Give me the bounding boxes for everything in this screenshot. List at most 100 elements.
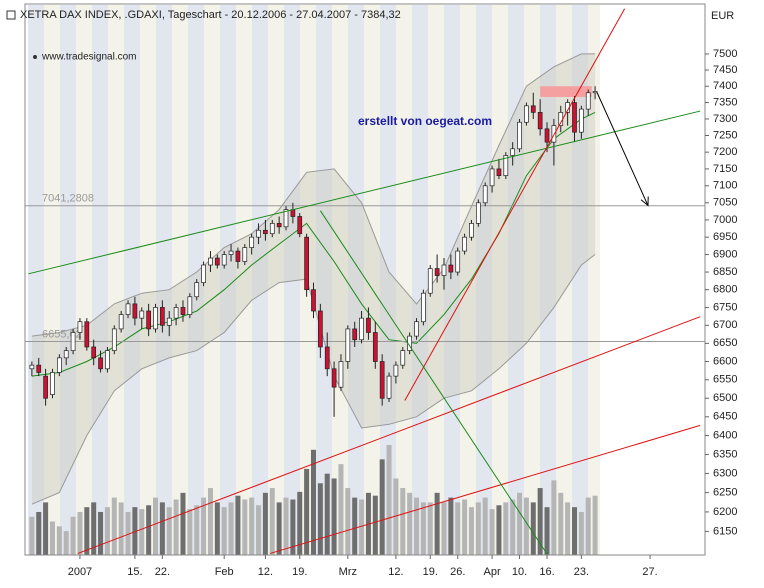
volume-bar: [407, 492, 413, 555]
stripe: [332, 5, 348, 555]
title-icon: [6, 10, 16, 20]
candle-body: [194, 282, 200, 298]
candle-body: [214, 257, 220, 266]
candle-body: [235, 250, 241, 262]
y-tick-label: 6500: [713, 392, 737, 404]
candle-body: [585, 92, 591, 110]
candle-body: [269, 223, 275, 235]
trend-line: [319, 210, 549, 556]
x-tick-label: 10.: [512, 566, 527, 578]
stripe: [396, 5, 412, 555]
y-tick-label: 7250: [713, 129, 737, 141]
stripe: [44, 5, 60, 555]
volume-bar: [578, 511, 584, 555]
volume-bar: [592, 495, 598, 555]
band-middle: [31, 111, 596, 377]
volume-bar: [537, 488, 543, 555]
candle-body: [63, 350, 69, 359]
candle-body: [29, 364, 35, 370]
stripe: [316, 5, 332, 555]
volume-bar: [427, 502, 433, 555]
volume-bar: [585, 497, 591, 555]
stripe: [444, 5, 460, 555]
volume-bar: [455, 502, 461, 555]
candle-body: [221, 254, 227, 266]
annotation: erstellt von oegeat.com: [358, 114, 492, 128]
volume-bar: [565, 502, 571, 555]
candle-body: [475, 202, 481, 224]
volume-bar: [530, 502, 536, 555]
volume-bar: [159, 502, 165, 555]
stripe: [588, 5, 600, 555]
candle-body: [242, 247, 248, 262]
volume-bar: [207, 488, 213, 555]
candle-body: [187, 296, 193, 315]
stripe: [492, 5, 508, 555]
volume-bar: [43, 502, 49, 555]
x-tick-label: 23.: [574, 566, 589, 578]
candle-body: [105, 350, 110, 370]
candle-body: [276, 223, 282, 228]
stripe: [476, 5, 492, 555]
volume-bar: [517, 492, 523, 555]
y-tick-label: 6900: [713, 248, 737, 260]
stripe: [156, 5, 172, 555]
candle-body: [592, 91, 598, 94]
volume-bar: [503, 502, 509, 555]
volume-bar: [118, 502, 124, 555]
stripe: [60, 5, 76, 555]
volume-bar: [386, 445, 392, 555]
band-upper: [31, 53, 596, 337]
stripe: [252, 5, 268, 555]
candle-body: [503, 155, 509, 177]
y-tick-label: 6850: [713, 266, 737, 278]
volume-bar: [77, 511, 83, 555]
candle-body: [414, 321, 419, 337]
candle-body: [372, 332, 378, 362]
stripe: [556, 5, 572, 555]
x-tick-label: 12.: [388, 566, 403, 578]
annotation: www.tradesignal.com: [41, 52, 136, 63]
candle-body: [311, 289, 316, 312]
y-tick-label: 6700: [713, 319, 737, 331]
candle-body: [160, 307, 165, 326]
stripe: [220, 5, 236, 555]
volume-bar: [84, 507, 90, 555]
candle-body: [393, 364, 399, 377]
candle-body: [228, 250, 234, 255]
stripe: [284, 5, 300, 555]
y-tick-label: 7050: [713, 197, 737, 209]
y-tick-label: 7100: [713, 180, 737, 192]
volume-bar: [352, 497, 358, 555]
candle-body: [304, 236, 309, 291]
volume-bar: [310, 449, 316, 555]
candle-body: [441, 264, 447, 276]
stripe: [76, 5, 92, 555]
volume-bar: [558, 492, 564, 555]
candle-body: [118, 314, 124, 330]
volume-bar: [304, 468, 310, 555]
chart-title: XETRA DAX INDEX, .GDAXI, Tageschart - 20…: [20, 9, 401, 21]
volume-bar: [228, 502, 234, 555]
y-tick-label: 7450: [713, 64, 737, 76]
candle-body: [510, 148, 516, 156]
x-tick-label: 15.: [127, 566, 142, 578]
volume-bar: [29, 516, 35, 555]
stripe: [204, 5, 220, 555]
stripe: [172, 5, 188, 555]
stripe: [364, 5, 380, 555]
volume-bar: [372, 495, 378, 555]
candle-body: [352, 328, 358, 341]
volume-bar: [324, 473, 330, 555]
y-tick-label: 6450: [713, 411, 737, 423]
candle-body: [324, 346, 330, 370]
volume-bar: [283, 497, 289, 555]
candle-body: [249, 236, 255, 248]
volume-bar: [194, 505, 200, 555]
candle-body: [572, 102, 577, 133]
candle-body: [359, 317, 364, 341]
volume-bar: [249, 497, 255, 555]
candle-body: [524, 105, 529, 123]
trend-line: [28, 110, 701, 275]
stripe: [428, 5, 444, 555]
